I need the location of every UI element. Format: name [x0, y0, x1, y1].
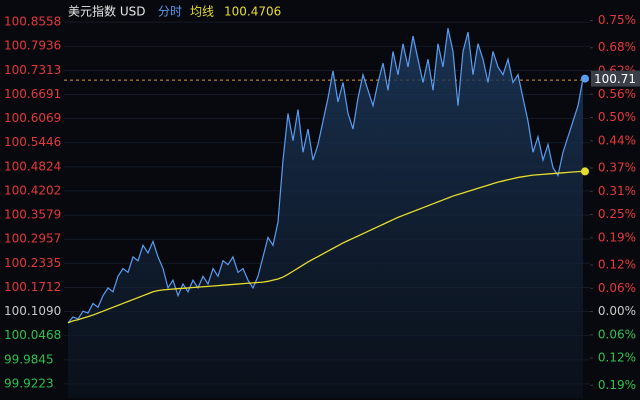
y-tick-label: 100.6069	[4, 111, 61, 125]
legend-entry: 分时	[158, 5, 182, 19]
y-tick-label: 99.9223	[4, 376, 54, 390]
y-tick-label: 100.5446	[4, 135, 61, 149]
price-tag-label: 100.71	[594, 72, 636, 86]
y-tick-label: 100.1090	[4, 304, 61, 318]
chart-title: 美元指数 USD	[68, 4, 145, 19]
y-tick-label: 100.1712	[4, 280, 61, 294]
y2-tick-label: 0.68%	[598, 40, 636, 54]
end-dot	[581, 167, 589, 176]
y2-tick-label: 0.06%	[598, 281, 636, 295]
end-dot	[581, 74, 589, 83]
y2-tick-label: 0.75%	[598, 13, 636, 27]
y2-tick-label: 0.19%	[598, 378, 636, 392]
y2-tick-label: 0.12%	[598, 257, 636, 271]
header: 美元指数 USD 分时 均线 100.4706	[68, 4, 281, 19]
y-tick-label: 100.8558	[4, 15, 61, 29]
y-tick-label: 100.2335	[4, 256, 61, 270]
y-tick-label: 100.3579	[4, 208, 61, 222]
y-tick-label: 100.4202	[4, 183, 61, 197]
price-tag	[591, 70, 640, 87]
y-tick-label: 100.6691	[4, 87, 61, 101]
y-tick-label: 100.4824	[4, 159, 61, 173]
legend-entry: 均线	[190, 5, 214, 19]
y-tick-label: 100.2957	[4, 232, 61, 246]
y2-tick-label: 0.37%	[598, 160, 636, 174]
plot-area	[64, 28, 590, 399]
y2-tick-label: 0.25%	[598, 207, 636, 221]
y2-tick-label: 0.00%	[598, 304, 636, 318]
average-value: 100.4706	[224, 5, 281, 19]
y-tick-label: 100.7936	[4, 39, 61, 53]
y-tick-label: 100.7313	[4, 63, 61, 77]
y2-tick-label: 0.06%	[598, 327, 636, 341]
price-area	[68, 28, 583, 399]
y2-tick-label: 0.50%	[598, 110, 636, 124]
y-tick-label: 100.0468	[4, 328, 61, 342]
y2-tick-label: 0.56%	[598, 87, 636, 101]
y2-tick-label: 0.19%	[598, 230, 636, 244]
price-line	[67, 28, 584, 324]
y2-tick-label: 0.12%	[598, 351, 636, 365]
axes: 100.8558 100.7936 100.7313 100.6691 100.6069…	[4, 13, 640, 392]
average-line	[67, 170, 584, 324]
y-tick-label: 99.9845	[4, 352, 54, 366]
y2-tick-label: 0.31%	[598, 184, 636, 198]
y2-tick-label: 0.44%	[598, 133, 636, 147]
